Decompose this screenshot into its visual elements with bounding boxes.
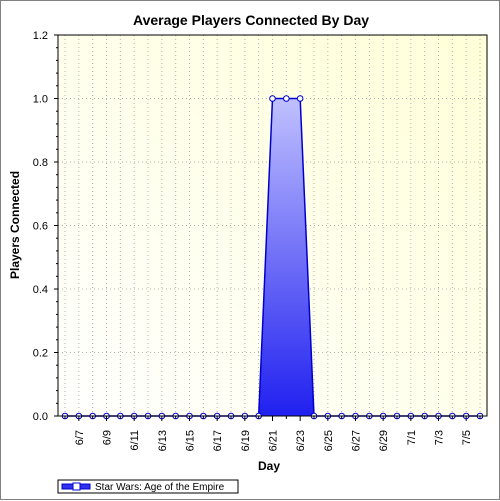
- y-tick-label: 0.6: [33, 221, 48, 233]
- x-tick-label: 7/5: [461, 430, 473, 445]
- legend-box: [57, 479, 239, 494]
- y-tick-label: 0.0: [33, 411, 48, 423]
- data-point: [269, 95, 276, 102]
- chart-title: Average Players Connected By Day: [133, 12, 369, 28]
- y-axis-label: Players Connected: [8, 171, 22, 279]
- x-tick-labels: 6/7 6/9 6/11 6/13 6/15 6/17 6/19 6/21 6/23 6/25 6/…: [74, 430, 473, 451]
- y-tick-label: 1.2: [33, 30, 48, 42]
- y-tick-label: 0.4: [33, 284, 48, 296]
- x-axis-label: Day: [258, 459, 280, 473]
- y-tick-label: 0.2: [33, 348, 48, 360]
- x-tick-label: 6/9: [102, 430, 114, 445]
- y-tick-label: 1.0: [33, 94, 48, 106]
- y-tick-labels: 0.0 0.2 0.4 0.6 0.8 1.0 1.2: [33, 30, 48, 423]
- data-point: [296, 95, 304, 102]
- legend: Star Wars: Age of the Empire: [57, 479, 239, 494]
- x-tick-label: 7/3: [434, 430, 446, 445]
- x-tick-label: 6/23: [295, 430, 307, 451]
- axes-layer: [54, 34, 488, 421]
- legend-marker: [72, 482, 81, 491]
- x-tick-label: 6/29: [378, 430, 390, 451]
- x-tick-label: 6/13: [157, 430, 169, 451]
- x-tick-label: 6/7: [74, 430, 86, 445]
- x-tick-label: 6/21: [268, 430, 280, 451]
- plot-border: [57, 34, 488, 417]
- series-area-fill: [65, 98, 480, 416]
- x-tick-label: 6/15: [185, 430, 197, 451]
- x-tick-label: 6/27: [351, 430, 363, 451]
- x-tick-label: 6/19: [240, 430, 252, 451]
- data-point: [283, 95, 290, 102]
- legend-label-series-1: Star Wars: Age of the Empire: [95, 482, 225, 493]
- y-tick-label: 0.8: [33, 157, 48, 169]
- x-tick-label: 6/17: [212, 430, 224, 451]
- x-tick-label: 6/11: [129, 430, 141, 451]
- x-tick-label: 7/1: [406, 430, 418, 445]
- x-tick-label: 6/25: [323, 430, 335, 451]
